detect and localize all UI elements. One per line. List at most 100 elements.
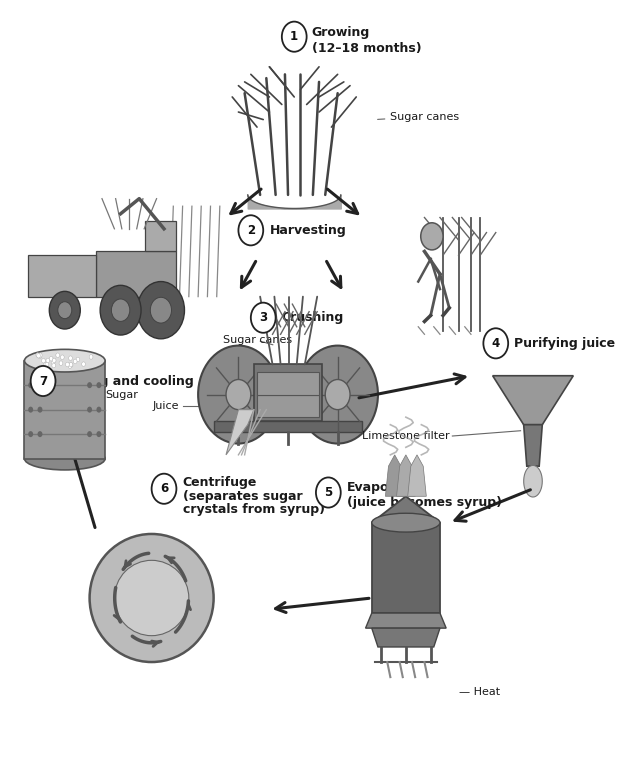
Circle shape xyxy=(28,382,33,388)
Circle shape xyxy=(52,358,56,363)
Polygon shape xyxy=(493,376,573,425)
Circle shape xyxy=(68,364,72,368)
Text: Drying and cooling: Drying and cooling xyxy=(61,374,193,388)
Text: Growing: Growing xyxy=(312,27,370,39)
Text: Sugar: Sugar xyxy=(105,389,138,399)
Circle shape xyxy=(44,363,47,367)
Text: (12–18 months): (12–18 months) xyxy=(312,43,421,55)
Circle shape xyxy=(51,360,55,364)
Text: Harvesting: Harvesting xyxy=(269,224,346,237)
Circle shape xyxy=(28,407,33,413)
Circle shape xyxy=(97,407,101,413)
Text: — Heat: — Heat xyxy=(459,687,500,698)
Circle shape xyxy=(58,302,72,319)
Circle shape xyxy=(42,358,45,363)
Text: 1: 1 xyxy=(290,30,298,43)
Circle shape xyxy=(38,353,42,357)
Circle shape xyxy=(483,328,508,358)
Circle shape xyxy=(325,380,350,410)
Circle shape xyxy=(28,431,33,437)
Circle shape xyxy=(282,21,307,52)
Circle shape xyxy=(38,354,42,358)
Circle shape xyxy=(89,354,93,359)
Polygon shape xyxy=(372,628,440,647)
Circle shape xyxy=(45,362,49,367)
Polygon shape xyxy=(365,613,446,628)
Circle shape xyxy=(97,431,101,437)
Circle shape xyxy=(69,362,73,367)
Text: Centrifuge: Centrifuge xyxy=(182,476,257,490)
Circle shape xyxy=(76,357,80,362)
Circle shape xyxy=(87,382,92,388)
Polygon shape xyxy=(145,222,177,251)
Ellipse shape xyxy=(115,560,189,636)
Circle shape xyxy=(111,299,130,321)
Polygon shape xyxy=(28,255,96,297)
Circle shape xyxy=(87,431,92,437)
Polygon shape xyxy=(372,523,440,613)
Text: Sugar canes: Sugar canes xyxy=(223,335,292,345)
Circle shape xyxy=(138,282,184,339)
Circle shape xyxy=(52,358,56,363)
Circle shape xyxy=(198,345,279,443)
Circle shape xyxy=(150,298,172,323)
Circle shape xyxy=(74,359,77,364)
Text: 3: 3 xyxy=(259,311,268,324)
Polygon shape xyxy=(524,465,542,497)
Text: crystals from syrup): crystals from syrup) xyxy=(182,503,324,516)
Text: Sugar canes: Sugar canes xyxy=(378,112,460,121)
Text: 2: 2 xyxy=(247,224,255,237)
Text: 5: 5 xyxy=(324,486,332,499)
Polygon shape xyxy=(24,361,105,458)
Circle shape xyxy=(226,380,251,410)
Polygon shape xyxy=(257,395,319,417)
Text: (juice becomes syrup): (juice becomes syrup) xyxy=(347,496,502,509)
Circle shape xyxy=(56,353,60,357)
Polygon shape xyxy=(524,425,542,466)
Ellipse shape xyxy=(24,349,105,372)
Circle shape xyxy=(420,223,443,250)
Text: Evaporator: Evaporator xyxy=(347,480,424,494)
Polygon shape xyxy=(254,364,322,421)
Circle shape xyxy=(298,345,378,443)
Text: (separates sugar: (separates sugar xyxy=(182,490,302,502)
Circle shape xyxy=(38,382,42,388)
Polygon shape xyxy=(372,496,440,523)
Circle shape xyxy=(97,382,101,388)
Text: Juice: Juice xyxy=(153,401,179,411)
Polygon shape xyxy=(408,455,426,496)
Circle shape xyxy=(239,216,263,245)
Polygon shape xyxy=(257,372,319,395)
Ellipse shape xyxy=(90,534,214,662)
Circle shape xyxy=(46,358,50,363)
Circle shape xyxy=(38,407,42,413)
Circle shape xyxy=(152,474,177,504)
Text: 6: 6 xyxy=(160,482,168,496)
Circle shape xyxy=(82,362,85,367)
Circle shape xyxy=(36,353,40,357)
Circle shape xyxy=(38,431,42,437)
Circle shape xyxy=(316,477,340,508)
Circle shape xyxy=(68,356,72,361)
Circle shape xyxy=(251,303,276,332)
Polygon shape xyxy=(96,251,177,297)
Polygon shape xyxy=(214,421,362,432)
Circle shape xyxy=(36,354,40,358)
Circle shape xyxy=(65,362,69,367)
Ellipse shape xyxy=(372,513,440,532)
Circle shape xyxy=(49,357,53,361)
Circle shape xyxy=(52,364,56,368)
Circle shape xyxy=(31,366,56,396)
Text: Crushing: Crushing xyxy=(282,311,344,324)
Circle shape xyxy=(69,363,73,367)
Polygon shape xyxy=(226,410,254,455)
Circle shape xyxy=(100,285,141,335)
Circle shape xyxy=(87,407,92,413)
Circle shape xyxy=(60,355,64,360)
Text: 4: 4 xyxy=(492,337,500,350)
Text: Purifying juice: Purifying juice xyxy=(515,337,616,350)
Circle shape xyxy=(59,361,63,365)
Polygon shape xyxy=(397,455,415,496)
Text: 7: 7 xyxy=(39,374,47,388)
Circle shape xyxy=(49,291,80,329)
